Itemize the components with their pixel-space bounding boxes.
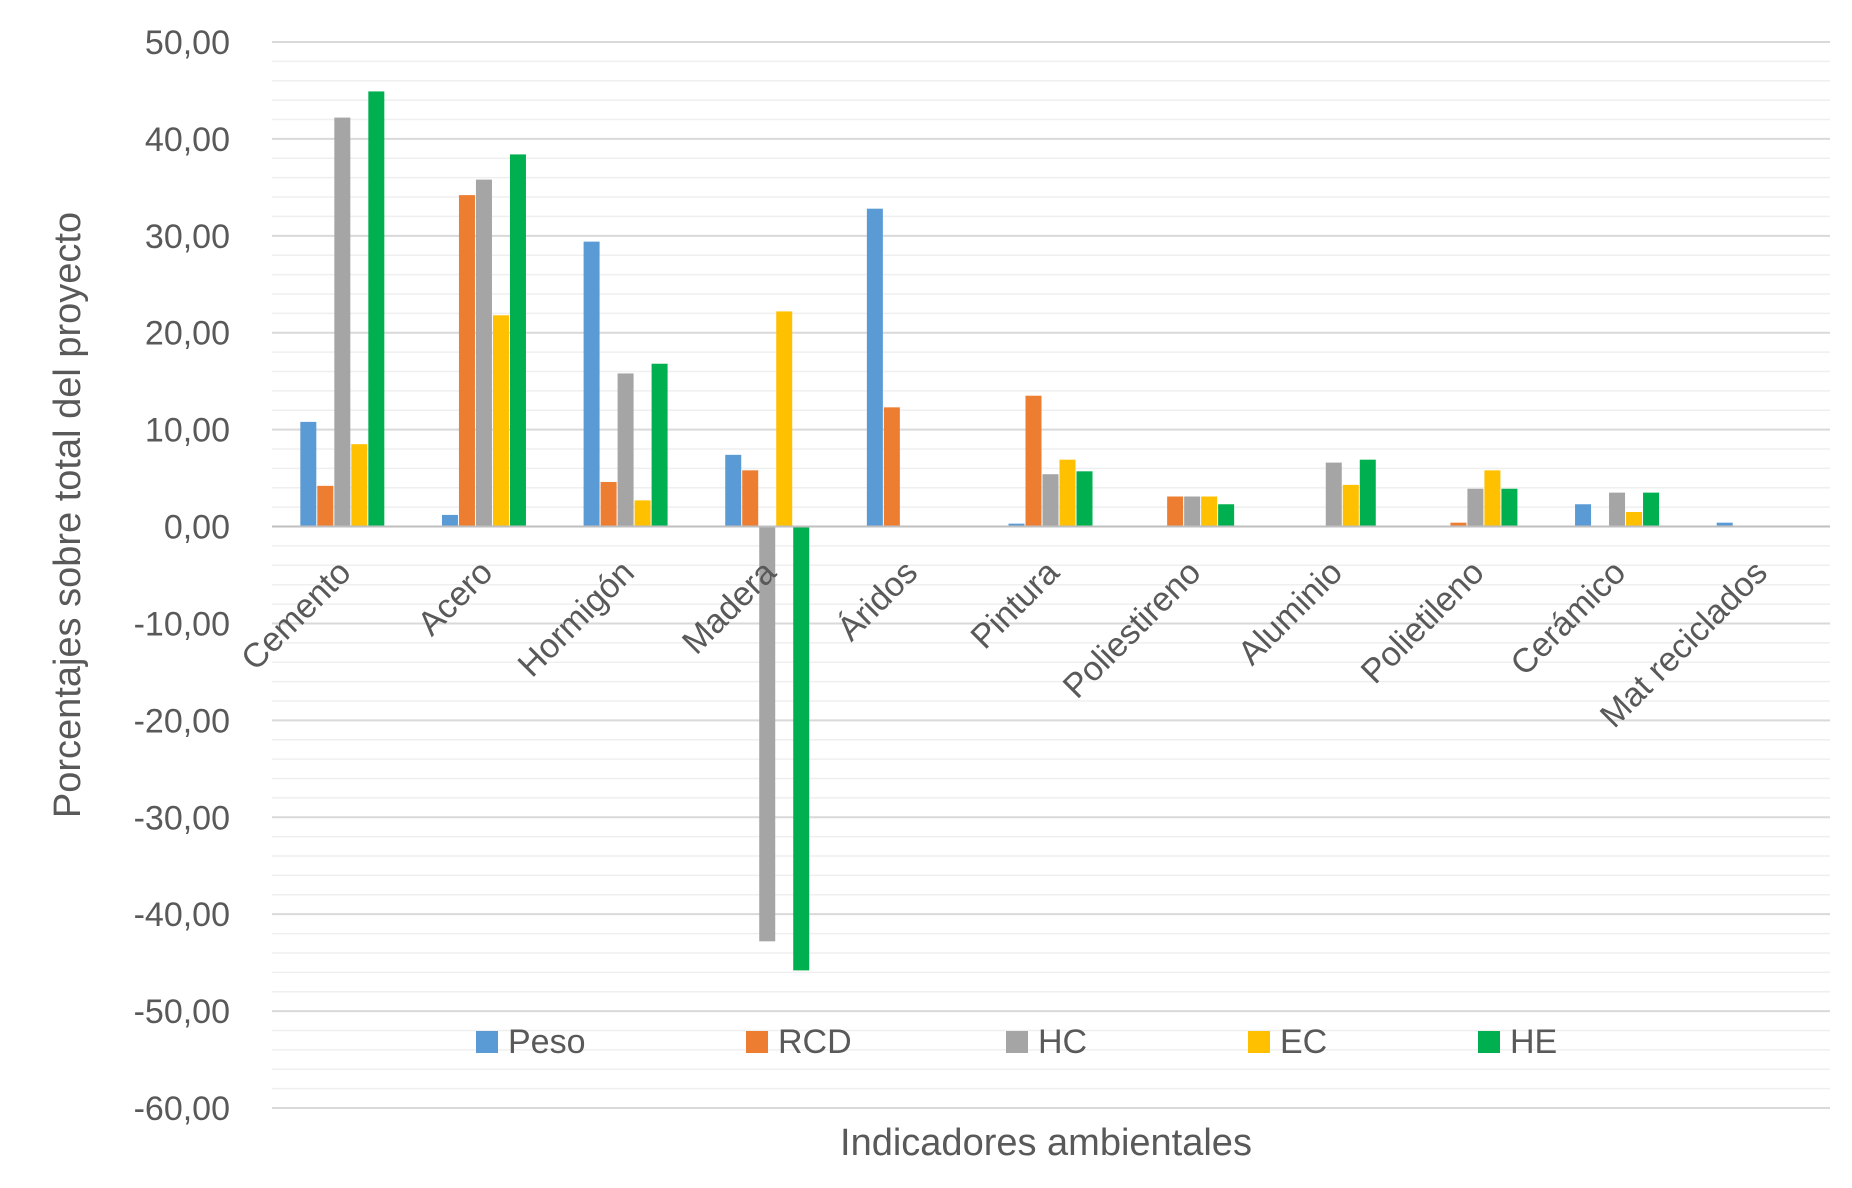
x-tick-label: Polietileno bbox=[1354, 553, 1492, 691]
y-tick-label: 40,00 bbox=[145, 121, 230, 159]
bar-he-8 bbox=[1501, 488, 1518, 527]
bar-peso-2 bbox=[583, 241, 600, 527]
x-tick-label: Acero bbox=[410, 553, 500, 643]
bar-hc-3 bbox=[759, 526, 776, 942]
y-tick-label: -40,00 bbox=[134, 896, 230, 934]
legend-label-peso: Peso bbox=[508, 1023, 586, 1061]
bar-ec-2 bbox=[634, 500, 651, 527]
y-tick-label: -10,00 bbox=[134, 605, 230, 643]
y-tick-labels: 50,00 40,00 30,00 20,00 10,00 0,00 -10,00 -20,0… bbox=[134, 24, 230, 1128]
bar-he-5 bbox=[1076, 471, 1093, 527]
bar-peso-4 bbox=[866, 208, 883, 527]
bar-ec-7 bbox=[1342, 484, 1359, 527]
bar-rcd-2 bbox=[600, 481, 617, 527]
x-tick-label: Poliestireno bbox=[1056, 553, 1208, 705]
bar-hc-0 bbox=[334, 117, 351, 527]
bar-peso-1 bbox=[441, 514, 458, 527]
bar-ec-6 bbox=[1201, 496, 1218, 527]
bar-ec-9 bbox=[1626, 512, 1643, 527]
legend: Peso RCD HC EC HE bbox=[476, 1023, 1557, 1061]
bar-hc-7 bbox=[1325, 462, 1342, 527]
bar-rcd-5 bbox=[1025, 395, 1042, 527]
bar-hc-5 bbox=[1042, 474, 1059, 527]
y-tick-label: -20,00 bbox=[134, 702, 230, 740]
bar-rcd-4 bbox=[883, 407, 900, 527]
legend-label-hc: HC bbox=[1038, 1023, 1087, 1061]
x-axis-title: Indicadores ambientales bbox=[840, 1122, 1252, 1164]
x-tick-label: Cemento bbox=[234, 553, 358, 677]
bar-hc-9 bbox=[1609, 492, 1626, 527]
bar-peso-9 bbox=[1575, 504, 1592, 527]
x-tick-label: Aluminio bbox=[1231, 553, 1350, 672]
y-tick-label: 30,00 bbox=[145, 218, 230, 256]
bar-he-1 bbox=[509, 154, 526, 527]
y-tick-label: 10,00 bbox=[145, 412, 230, 450]
y-tick-label: 0,00 bbox=[164, 509, 230, 547]
x-tick-labels: Cemento Acero Hormigón Madera Áridos PinturaP… bbox=[234, 553, 1775, 735]
bar-rcd-6 bbox=[1167, 496, 1184, 527]
bar-peso-3 bbox=[725, 454, 742, 527]
bar-he-7 bbox=[1359, 459, 1376, 527]
bar-peso-10 bbox=[1716, 522, 1733, 527]
bar-rcd-1 bbox=[458, 195, 475, 527]
x-tick-label: Cerámico bbox=[1503, 553, 1633, 683]
bar-peso-5 bbox=[1008, 523, 1025, 527]
legend-swatch-hc bbox=[1006, 1031, 1028, 1053]
bar-he-2 bbox=[651, 363, 668, 527]
x-tick-label: Áridos bbox=[830, 553, 925, 648]
bar-ec-0 bbox=[351, 444, 368, 527]
bar-ec-8 bbox=[1484, 470, 1501, 527]
x-tick-label: Hormigón bbox=[511, 553, 642, 684]
bar-rcd-8 bbox=[1450, 522, 1467, 527]
x-tick-label: Pintura bbox=[964, 553, 1067, 656]
y-tick-label: 50,00 bbox=[145, 24, 230, 62]
legend-swatch-he bbox=[1478, 1031, 1500, 1053]
bar-ec-1 bbox=[492, 315, 509, 527]
bar-rcd-3 bbox=[742, 470, 759, 527]
bar-ec-3 bbox=[776, 311, 793, 527]
bar-hc-2 bbox=[617, 373, 634, 527]
y-tick-label: -60,00 bbox=[134, 1090, 230, 1128]
y-tick-label: -50,00 bbox=[134, 993, 230, 1031]
bar-he-0 bbox=[368, 91, 385, 527]
y-tick-label: -30,00 bbox=[134, 799, 230, 837]
bar-hc-6 bbox=[1184, 496, 1201, 527]
legend-label-ec: EC bbox=[1280, 1023, 1327, 1061]
legend-swatch-peso bbox=[476, 1031, 498, 1053]
legend-label-rcd: RCD bbox=[778, 1023, 852, 1061]
legend-label-he: HE bbox=[1510, 1023, 1557, 1061]
bar-hc-8 bbox=[1467, 488, 1484, 527]
bar-rcd-0 bbox=[317, 485, 334, 527]
bar-he-3 bbox=[793, 526, 810, 971]
bar-hc-1 bbox=[475, 179, 492, 527]
bar-ec-5 bbox=[1059, 459, 1076, 527]
legend-swatch-ec bbox=[1248, 1031, 1270, 1053]
bars bbox=[300, 91, 1733, 971]
bar-he-6 bbox=[1218, 504, 1235, 527]
y-axis-title: Porcentajes sobre total del proyecto bbox=[47, 212, 89, 818]
y-tick-label: 20,00 bbox=[145, 315, 230, 353]
legend-swatch-rcd bbox=[746, 1031, 768, 1053]
bar-peso-0 bbox=[300, 421, 317, 527]
bar-he-9 bbox=[1643, 492, 1660, 527]
